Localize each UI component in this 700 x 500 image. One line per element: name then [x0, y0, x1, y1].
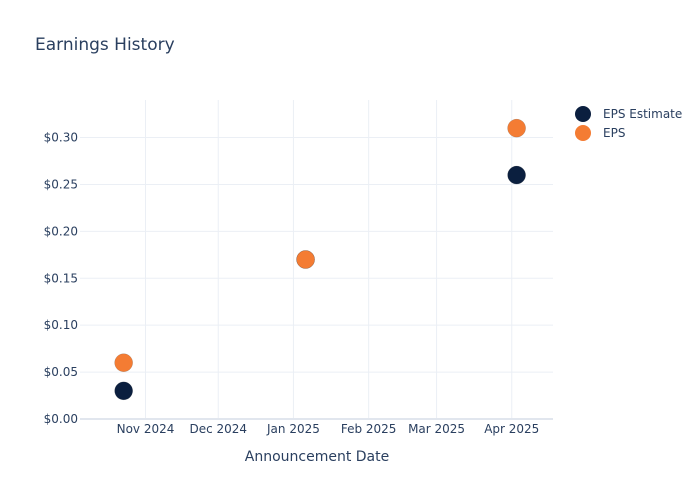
y-axis-ticks: $0.00 $0.05 $0.10 $0.15 $0.20 $0.25 $0.30 [44, 131, 78, 426]
legend-item-eps[interactable]: EPS [575, 125, 625, 141]
data-points [114, 118, 526, 401]
x-tick-label: Feb 2025 [341, 422, 397, 436]
y-tick-label: $0.30 [44, 131, 78, 145]
y-tick-label: $0.15 [44, 271, 78, 285]
legend-marker [575, 125, 591, 141]
legend-marker [575, 106, 591, 122]
eps-estimate-point[interactable] [507, 165, 526, 185]
eps-estimate-point[interactable] [114, 381, 133, 401]
y-tick-label: $0.25 [44, 177, 78, 191]
x-tick-label: Apr 2025 [484, 422, 539, 436]
eps-point[interactable] [296, 250, 315, 269]
grid [80, 100, 553, 420]
x-tick-label: Nov 2024 [117, 422, 175, 436]
eps-point[interactable] [114, 353, 133, 372]
y-tick-label: $0.05 [44, 365, 78, 379]
x-axis-title: Announcement Date [245, 449, 389, 465]
x-tick-label: Dec 2024 [189, 422, 247, 436]
y-tick-label: $0.10 [44, 318, 78, 332]
legend[interactable]: EPS Estimate EPS [575, 106, 682, 141]
legend-label: EPS [603, 126, 625, 140]
legend-item-eps-estimate[interactable]: EPS Estimate [575, 106, 682, 122]
y-tick-label: $0.20 [44, 224, 78, 238]
x-tick-label: Jan 2025 [266, 422, 320, 436]
eps-point[interactable] [507, 118, 526, 138]
chart-title: Earnings History [35, 35, 175, 55]
x-axis-ticks: Nov 2024 Dec 2024 Jan 2025 Feb 2025 Mar 2025… [117, 422, 540, 436]
x-tick-label: Mar 2025 [408, 422, 465, 436]
legend-label: EPS Estimate [603, 107, 682, 121]
y-tick-label: $0.00 [44, 412, 78, 426]
